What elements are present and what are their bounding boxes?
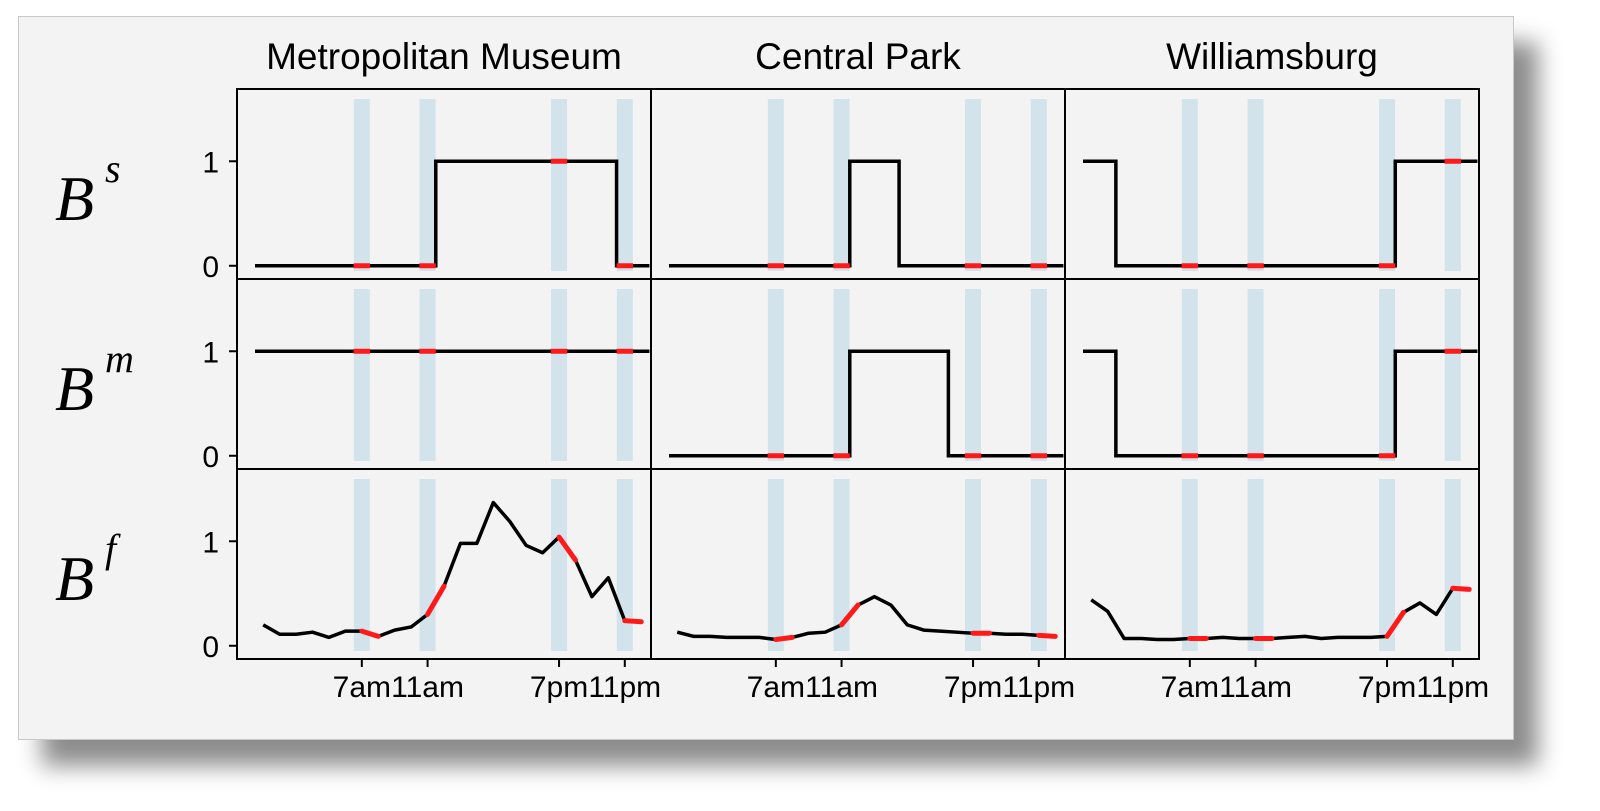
column-title-central-park: Central Park	[755, 36, 961, 77]
figure-card: Metropolitan Museum 7am 11am 7pm 11pm Central…	[18, 16, 1514, 740]
metropolitan-museum-row-1-band-3	[551, 99, 568, 271]
central-park-x-tick-label-2: 11am	[805, 671, 878, 704]
williamsburg-row-3-series-line	[1090, 586, 1470, 642]
williamsburg-row-3-band-3	[1379, 479, 1396, 651]
williamsburg-row-2-frame	[1064, 278, 1480, 470]
williamsburg-row-1-frame	[1064, 88, 1480, 280]
central-park-row-3-highlight-6	[773, 634, 795, 643]
central-park-row-2-frame	[650, 278, 1066, 470]
williamsburg-row-1-series-line	[1083, 159, 1478, 268]
row-label-3: B	[55, 543, 94, 614]
metropolitan-museum-row-1-band-1	[353, 99, 370, 271]
column-title-metropolitan-museum: Metropolitan Museum	[266, 36, 622, 77]
metropolitan-museum-row-3-highlight-10	[425, 583, 447, 617]
central-park-row-2-band-4	[1030, 289, 1047, 461]
central-park-row-3-band-1	[767, 479, 784, 651]
metropolitan-museum-row-3-band-4	[616, 479, 633, 651]
metropolitan-museum-row-2-band-4	[616, 289, 633, 461]
metropolitan-museum-x-tick-label-3: 7pm	[530, 671, 588, 704]
metropolitan-museum-row-2-frame	[236, 278, 652, 470]
williamsburg-row-2-band-1	[1181, 289, 1198, 461]
central-park-row-1-band-2	[833, 99, 850, 271]
central-park-row-3-frame	[650, 468, 1066, 660]
row-2-y-tick-label-1: 1	[202, 336, 219, 369]
central-park-row-2-band-1	[767, 289, 784, 461]
central-park-row-1-band-4	[1030, 99, 1047, 271]
metropolitan-museum-row-1-band-4	[616, 99, 633, 271]
central-park-x-tick-label-4: 11pm	[1002, 671, 1075, 704]
metropolitan-museum-row-3-highlight-6	[359, 628, 381, 639]
central-park-row-3-band-3	[965, 479, 982, 651]
metropolitan-museum-x-tick-label-1: 7am	[333, 671, 391, 704]
metropolitan-museum-x-tick-label-4: 11pm	[588, 671, 661, 704]
row-3-y-tick-label-1: 1	[202, 526, 219, 559]
row-3-y-tick-label-0: 0	[202, 631, 219, 664]
row-2-y-tick-label-0: 0	[202, 441, 219, 474]
metropolitan-museum-row-2-band-1	[353, 289, 370, 461]
williamsburg-x-tick-label-3: 7pm	[1358, 671, 1416, 704]
williamsburg-x-tick-label-2: 11am	[1219, 671, 1292, 704]
column-title-williamsburg: Williamsburg	[1166, 36, 1378, 77]
williamsburg-x-tick-label-1: 7am	[1161, 671, 1219, 704]
row-label-2: B	[55, 353, 94, 424]
williamsburg-row-3-highlight-18	[1384, 609, 1406, 639]
williamsburg-row-2-band-4	[1444, 289, 1461, 461]
williamsburg-row-1-band-4	[1444, 99, 1461, 271]
central-park-row-1-series-line	[669, 159, 1064, 268]
williamsburg-x-tick-label-4: 11pm	[1416, 671, 1489, 704]
central-park-row-3-highlight-10	[839, 602, 861, 628]
williamsburg-row-1-band-1	[1181, 99, 1198, 271]
williamsburg-row-2-series-line	[1083, 349, 1478, 458]
williamsburg-row-3-band-1	[1181, 479, 1198, 651]
row-label-superscript-2: m	[105, 336, 134, 381]
central-park-row-1-band-3	[965, 99, 982, 271]
central-park-row-2-band-2	[833, 289, 850, 461]
central-park-x-tick-label-1: 7am	[747, 671, 805, 704]
williamsburg-row-1-band-3	[1379, 99, 1396, 271]
row-1-y-tick-label-1: 1	[202, 146, 219, 179]
metropolitan-museum-row-3-series-line	[262, 500, 642, 640]
metropolitan-museum-row-3-highlight-18	[556, 534, 578, 563]
metropolitan-museum-row-3-band-3	[551, 479, 568, 651]
central-park-row-3-band-4	[1030, 479, 1047, 651]
row-label-1: B	[55, 163, 94, 234]
williamsburg-row-1-band-2	[1247, 99, 1264, 271]
central-park-x-tick-label-3: 7pm	[944, 671, 1002, 704]
williamsburg-row-3-band-4	[1444, 479, 1461, 651]
williamsburg-row-3-band-2	[1247, 479, 1264, 651]
metropolitan-museum-row-3-band-2	[419, 479, 436, 651]
central-park-row-3-highlight-22	[1036, 632, 1058, 639]
metropolitan-museum-row-3-highlight-22	[622, 618, 644, 625]
central-park-row-1-frame	[650, 88, 1066, 280]
central-park-row-3-band-2	[833, 479, 850, 651]
metropolitan-museum-row-1-frame	[236, 88, 652, 280]
metropolitan-museum-x-tick-label-2: 11am	[391, 671, 464, 704]
central-park-row-3-series-line	[676, 594, 1056, 642]
williamsburg-row-2-band-3	[1379, 289, 1396, 461]
metropolitan-museum-row-3-frame	[236, 468, 652, 660]
row-1-y-tick-label-0: 0	[202, 251, 219, 284]
metropolitan-museum-row-1-series-line	[255, 159, 650, 268]
williamsburg-row-2-band-2	[1247, 289, 1264, 461]
row-label-superscript-3: f	[105, 526, 121, 571]
central-park-row-2-series-line	[669, 349, 1064, 458]
metropolitan-museum-row-2-band-3	[551, 289, 568, 461]
williamsburg-row-3-frame	[1064, 468, 1480, 660]
central-park-row-1-band-1	[767, 99, 784, 271]
metropolitan-museum-row-1-band-2	[419, 99, 436, 271]
metropolitan-museum-row-2-band-2	[419, 289, 436, 461]
metropolitan-museum-row-3-band-1	[353, 479, 370, 651]
central-park-row-2-band-3	[965, 289, 982, 461]
row-label-superscript-1: s	[105, 146, 121, 191]
williamsburg-row-3-highlight-22	[1450, 585, 1472, 592]
